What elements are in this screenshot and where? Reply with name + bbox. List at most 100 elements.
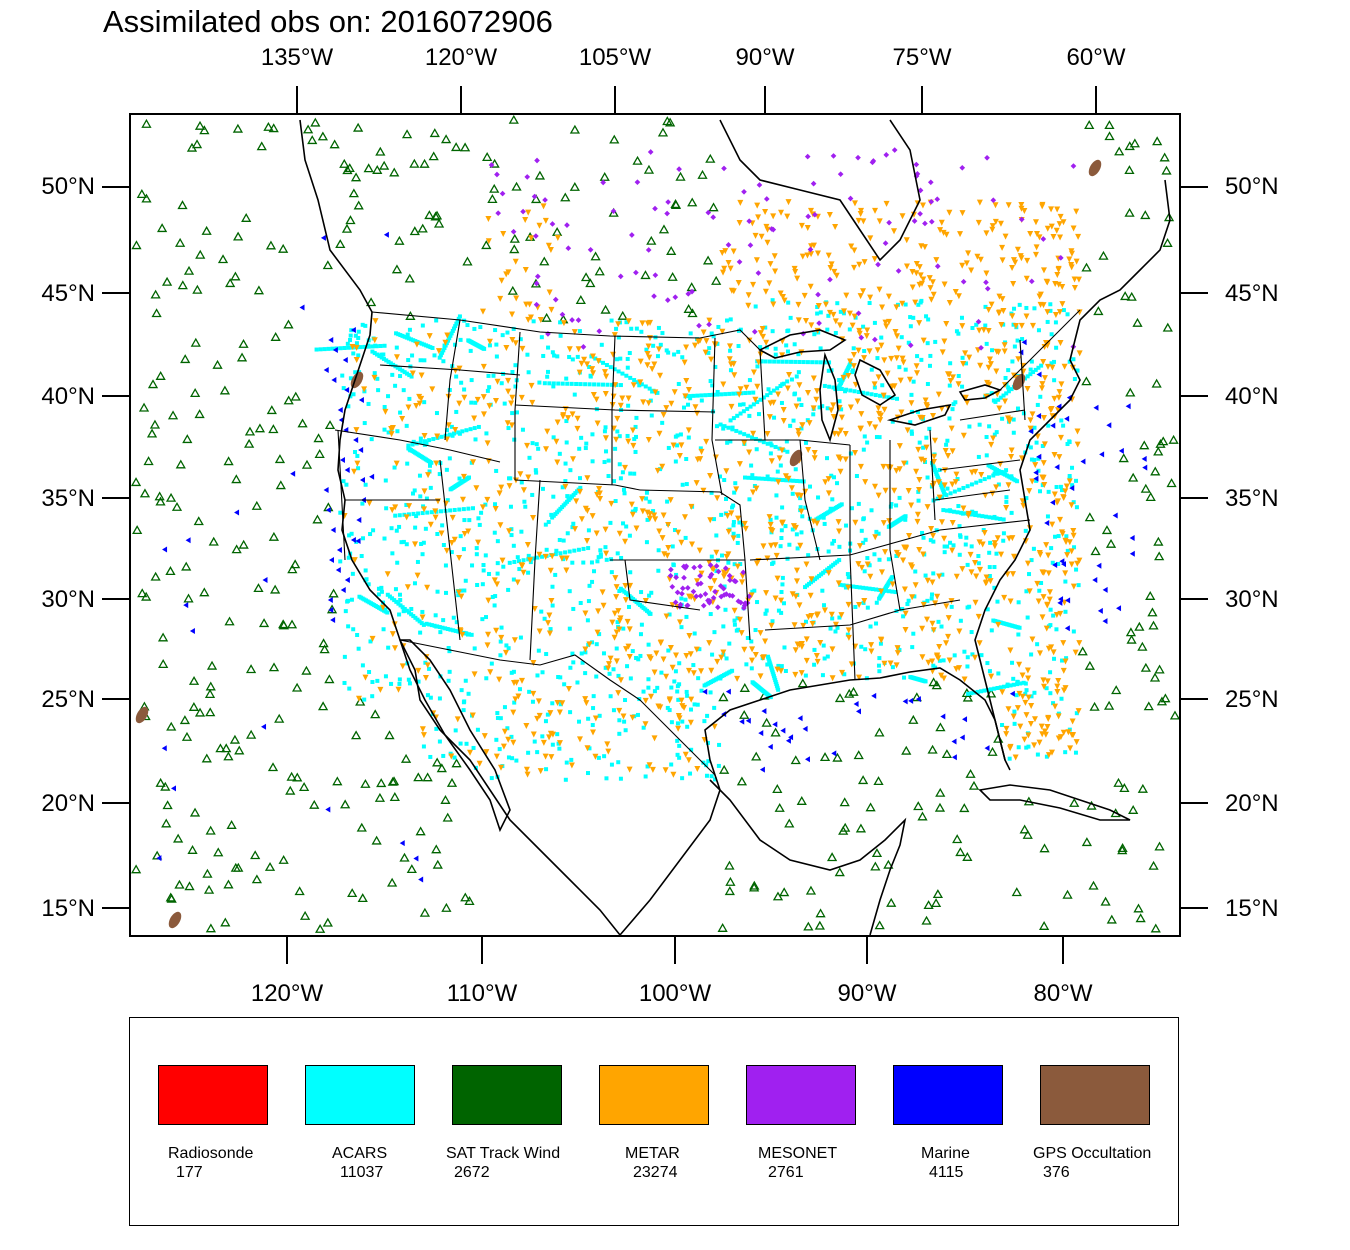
obs-point-acars <box>489 661 494 666</box>
obs-point-acars <box>616 335 621 340</box>
obs-point-sat-track-wind <box>1126 634 1137 644</box>
obs-point-metar <box>1039 203 1046 210</box>
legend-count: 177 <box>176 1164 203 1181</box>
obs-point-acars <box>447 432 452 437</box>
obs-point-metar <box>529 399 536 406</box>
obs-point-sat-track-wind <box>886 897 897 907</box>
obs-point-acars <box>974 480 979 485</box>
obs-point-acars <box>613 446 618 451</box>
obs-point-acars <box>692 631 697 636</box>
obs-point-acars <box>737 520 742 525</box>
obs-point-acars <box>780 505 785 510</box>
obs-point-acars <box>797 359 802 364</box>
obs-point-acars <box>1032 690 1037 695</box>
obs-point-sat-track-wind <box>409 158 420 168</box>
obs-point-metar <box>620 713 627 720</box>
obs-point-acars <box>589 560 594 565</box>
obs-point-acars <box>356 335 361 340</box>
obs-point-metar <box>999 689 1006 696</box>
obs-point-acars <box>452 507 457 512</box>
obs-point-acars <box>686 402 691 407</box>
obs-point-acars <box>577 446 582 451</box>
obs-point-marine <box>1044 520 1050 527</box>
bottom-tick-label: 80°W <box>1033 980 1093 1007</box>
obs-point-metar <box>594 491 601 498</box>
obs-point-sat-track-wind <box>171 501 183 511</box>
obs-point-metar <box>1068 561 1075 568</box>
obs-point-sat-track-wind <box>1106 914 1117 924</box>
obs-point-metar <box>1036 739 1043 746</box>
obs-point-metar <box>578 360 585 367</box>
obs-point-acars <box>1049 361 1054 366</box>
obs-point-acars <box>455 319 460 324</box>
obs-point-metar <box>559 700 566 707</box>
obs-point-metar <box>914 370 921 377</box>
obs-point-metar <box>991 543 998 550</box>
obs-point-metar <box>480 394 487 401</box>
obs-point-acars <box>698 446 703 451</box>
obs-point-metar <box>949 519 956 526</box>
obs-point-sat-track-wind <box>1019 824 1030 834</box>
obs-point-sat-track-wind <box>204 689 216 699</box>
obs-point-acars <box>603 425 608 430</box>
obs-point-acars <box>842 672 847 677</box>
obs-point-acars <box>723 607 728 612</box>
obs-point-acars <box>788 423 793 428</box>
obs-point-metar <box>703 338 710 345</box>
obs-point-acars <box>945 486 950 491</box>
obs-point-metar <box>753 485 760 492</box>
obs-point-sat-track-wind <box>315 923 326 933</box>
hudson-bay-coastline <box>719 119 921 262</box>
obs-point-sat-track-wind <box>298 782 310 791</box>
obs-point-acars <box>1048 670 1053 675</box>
obs-point-acars <box>614 646 619 651</box>
obs-point-acars <box>708 612 713 617</box>
obs-point-sat-track-wind <box>1153 536 1164 546</box>
obs-point-metar <box>785 475 792 482</box>
obs-point-metar <box>1068 262 1075 269</box>
obs-point-mesonet <box>695 581 701 587</box>
obs-point-metar <box>872 424 879 431</box>
obs-point-metar <box>549 553 556 560</box>
obs-point-metar <box>903 237 910 244</box>
obs-point-sat-track-wind <box>930 898 942 908</box>
obs-point-acars <box>699 393 704 398</box>
obs-point-metar <box>545 620 552 627</box>
obs-point-mesonet <box>882 240 889 247</box>
obs-point-mesonet <box>494 171 500 178</box>
obs-point-sat-track-wind <box>511 181 522 191</box>
obs-point-metar <box>485 238 492 245</box>
obs-point-metar <box>1035 598 1042 605</box>
obs-point-sat-track-wind <box>335 239 346 249</box>
obs-point-sat-track-wind <box>1140 483 1151 493</box>
obs-point-acars <box>861 324 866 329</box>
obs-point-metar <box>726 343 733 350</box>
obs-point-acars <box>639 622 644 627</box>
obs-point-metar <box>672 652 679 659</box>
obs-point-metar <box>422 674 429 681</box>
obs-point-acars <box>533 468 538 473</box>
obs-point-acars <box>464 428 469 433</box>
obs-point-metar <box>1010 553 1017 560</box>
obs-point-metar <box>743 384 750 391</box>
obs-point-metar <box>613 629 620 636</box>
obs-point-sat-track-wind <box>1105 538 1117 548</box>
obs-point-acars <box>1071 500 1076 505</box>
obs-point-metar <box>668 400 675 407</box>
obs-point-metar <box>582 646 589 653</box>
obs-point-acars <box>611 708 616 713</box>
obs-point-acars <box>421 622 426 627</box>
obs-point-metar <box>913 260 920 267</box>
bottom-tick-label: 120°W <box>250 980 324 1007</box>
legend-swatch <box>158 1065 268 1125</box>
obs-point-metar <box>836 322 843 329</box>
obs-point-marine <box>356 517 362 523</box>
obs-point-metar <box>605 665 612 672</box>
obs-point-acars <box>411 614 416 619</box>
obs-point-acars <box>756 476 761 481</box>
obs-point-acars <box>453 324 458 329</box>
obs-point-acars <box>781 381 786 386</box>
obs-point-sat-track-wind <box>314 449 325 458</box>
obs-point-metar <box>917 272 924 279</box>
obs-point-acars <box>805 583 810 588</box>
